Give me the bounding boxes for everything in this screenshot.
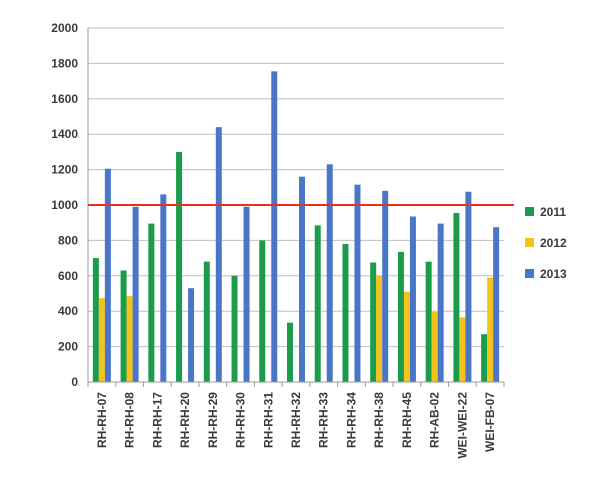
bar-2012 bbox=[487, 277, 494, 382]
legend: 2011 2012 2013 bbox=[525, 205, 567, 281]
bar-2013 bbox=[493, 227, 500, 382]
y-tick-label: 600 bbox=[58, 269, 78, 283]
x-tick-label: WEI-FB-07 bbox=[483, 392, 497, 452]
y-tick-label: 400 bbox=[58, 304, 78, 318]
bar-2012 bbox=[98, 297, 105, 382]
bar-2012 bbox=[376, 275, 383, 382]
x-tick-label: RH-RH-32 bbox=[289, 392, 303, 448]
y-tick-label: 1400 bbox=[51, 127, 78, 141]
legend-label-2013: 2013 bbox=[540, 267, 567, 281]
x-tick-label: RH-RH-07 bbox=[95, 392, 109, 448]
x-tick-label: RH-RH-38 bbox=[372, 392, 386, 448]
bar-2012 bbox=[126, 296, 133, 382]
bar-2013 bbox=[160, 194, 167, 382]
bar-2013 bbox=[104, 168, 111, 382]
bar-2013 bbox=[326, 164, 333, 382]
y-tick-label: 0 bbox=[71, 375, 78, 389]
x-tick-label: RH-RH-08 bbox=[123, 392, 137, 448]
bar-2011 bbox=[287, 322, 293, 382]
x-tick-label: RH-RH-17 bbox=[150, 392, 164, 448]
bar-2012 bbox=[431, 312, 438, 382]
y-axis-tick-labels: 0 200 400 600 800 1000 1200 1400 1600 1800 2000 bbox=[51, 21, 78, 389]
bar-2013 bbox=[188, 288, 195, 382]
legend-label-2011: 2011 bbox=[540, 205, 566, 219]
bar-2011 bbox=[397, 251, 404, 382]
x-tick-label: RH-RH-45 bbox=[400, 392, 414, 448]
bar-2013 bbox=[465, 191, 472, 382]
legend-swatch-2013 bbox=[525, 269, 534, 278]
bar-2013 bbox=[382, 190, 389, 382]
bar-2011 bbox=[92, 258, 99, 382]
x-tick-label: RH-RH-20 bbox=[178, 392, 192, 448]
bar-2011 bbox=[231, 275, 238, 382]
x-tick-label: RH-AB-02 bbox=[428, 392, 442, 448]
y-tick-label: 800 bbox=[58, 233, 78, 247]
bar-2011 bbox=[370, 262, 377, 382]
x-tick-label: WEI-WEI-22 bbox=[455, 392, 469, 459]
bar-2013 bbox=[215, 127, 222, 383]
bar-2011 bbox=[176, 151, 183, 382]
bar-2011 bbox=[481, 334, 488, 382]
bars bbox=[92, 71, 500, 383]
y-tick-label: 1000 bbox=[51, 198, 78, 212]
x-tick-label: RH-RH-31 bbox=[261, 392, 275, 448]
bar-2013 bbox=[271, 71, 278, 383]
y-tick-label: 1200 bbox=[51, 163, 78, 177]
bar-2011 bbox=[203, 261, 210, 382]
bar-2013 bbox=[437, 223, 444, 382]
y-tick-label: 200 bbox=[58, 340, 78, 354]
bar-2011 bbox=[314, 225, 321, 382]
bar-2011 bbox=[120, 270, 127, 382]
x-tick-label: RH-RH-30 bbox=[234, 392, 248, 448]
bar-2011 bbox=[425, 261, 432, 382]
bar-2011 bbox=[453, 212, 460, 382]
bar-2011 bbox=[259, 240, 266, 382]
y-tick-label: 2000 bbox=[51, 21, 78, 35]
bar-2013 bbox=[409, 216, 416, 382]
x-tick-label: RH-RH-29 bbox=[206, 392, 220, 448]
legend-swatch-2011 bbox=[525, 207, 534, 216]
bar-2012 bbox=[459, 317, 466, 382]
bar-2013 bbox=[132, 206, 139, 382]
x-tick-label: RH-RH-34 bbox=[344, 392, 358, 448]
bar-2013 bbox=[243, 206, 250, 382]
bar-2011 bbox=[148, 223, 155, 382]
x-tick-label: RH-RH-33 bbox=[317, 392, 331, 448]
legend-swatch-2012 bbox=[525, 238, 534, 247]
x-axis-tick-labels: RH-RH-07 RH-RH-08 RH-RH-17 RH-RH-20 RH-RH-29… bbox=[95, 392, 497, 459]
legend-label-2012: 2012 bbox=[540, 236, 567, 250]
y-tick-label: 1800 bbox=[51, 56, 78, 70]
bar-2012 bbox=[403, 291, 410, 382]
bar-2011 bbox=[342, 243, 349, 382]
bar-2013 bbox=[354, 184, 361, 382]
bar-2013 bbox=[299, 176, 305, 382]
y-tick-label: 1600 bbox=[51, 92, 78, 106]
